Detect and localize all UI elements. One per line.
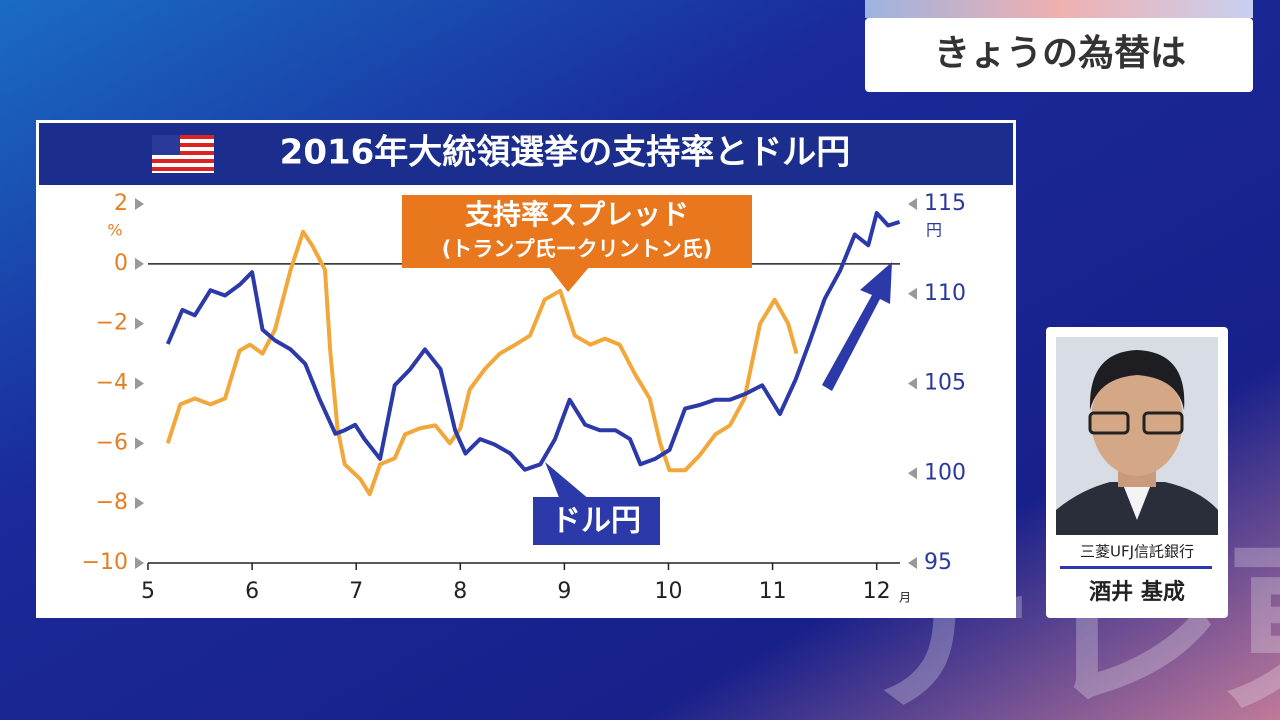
- y-tick-label: 2: [114, 191, 128, 216]
- callout-pointer: [545, 462, 590, 500]
- annotation: 支持率スプレッド: [465, 198, 689, 231]
- x-tick-label: 12: [863, 579, 891, 604]
- y2-tick-mark: [908, 467, 917, 480]
- x-tick-label: 10: [654, 579, 682, 604]
- y-tick-mark: [135, 317, 144, 330]
- callout-pointer: [548, 266, 590, 292]
- callout-box: [402, 195, 752, 268]
- y-tick-label: −10: [82, 550, 128, 575]
- x-tick-label: 6: [245, 579, 259, 604]
- portrait: [1056, 337, 1218, 535]
- company: 三菱UFJ信託銀行: [1080, 543, 1194, 561]
- plot: 2 0 −2 −4 −6 −8 −10% 115 110 105 100 95 円 5 6 7 8 9 10 11 12…: [82, 191, 966, 605]
- y2-tick-label: 110: [924, 281, 966, 306]
- callout-box: [533, 497, 660, 545]
- header-title: きょうの為替は: [934, 33, 1186, 74]
- y2-tick-label: 100: [924, 460, 966, 485]
- y-tick-label: 0: [114, 251, 128, 276]
- y2-tick-label: 95: [924, 550, 952, 575]
- y2-tick-mark: [908, 287, 917, 300]
- x-tick-label: 11: [759, 579, 787, 604]
- header-strip: [865, 0, 1253, 18]
- x-tick-label: 9: [557, 579, 571, 604]
- x-tick-label: 8: [453, 579, 467, 604]
- y-unit: %: [107, 221, 122, 240]
- x-tick-label: 5: [141, 579, 155, 604]
- y2-tick-mark: [908, 377, 917, 390]
- y-tick-label: −4: [96, 371, 128, 396]
- annotation: (トランプ氏ークリントン氏): [442, 237, 713, 261]
- y-tick-mark: [135, 198, 144, 210]
- divider: [1060, 566, 1212, 569]
- chart-panel: [36, 120, 1016, 618]
- y2-tick-label: 115: [924, 191, 966, 216]
- y-tick-label: −2: [96, 311, 128, 336]
- y2-unit: 円: [926, 221, 942, 240]
- y-tick-mark: [135, 377, 144, 390]
- x-tick-label: 7: [349, 579, 363, 604]
- y-tick-mark: [135, 437, 144, 450]
- y-tick-label: −8: [96, 490, 128, 515]
- trend-arrow: [822, 262, 892, 391]
- data-line: [165, 211, 901, 472]
- y-tick-mark: [135, 257, 144, 270]
- y-tick-mark: [135, 557, 144, 569]
- annotation: ドル円: [551, 504, 641, 539]
- y-tick-label: −6: [96, 430, 128, 455]
- person-name: 酒井 基成: [1089, 580, 1185, 605]
- header-box: [865, 18, 1253, 92]
- y2-tick-mark: [908, 557, 917, 569]
- y2-tick-mark: [908, 198, 917, 210]
- flag: [152, 135, 214, 173]
- y-tick-mark: [135, 497, 144, 510]
- data-line: [165, 229, 799, 497]
- chart-title: 2016年大統領選挙の支持率とドル円: [280, 133, 851, 173]
- y2-tick-label: 105: [924, 371, 966, 396]
- x-unit: 月: [899, 591, 911, 605]
